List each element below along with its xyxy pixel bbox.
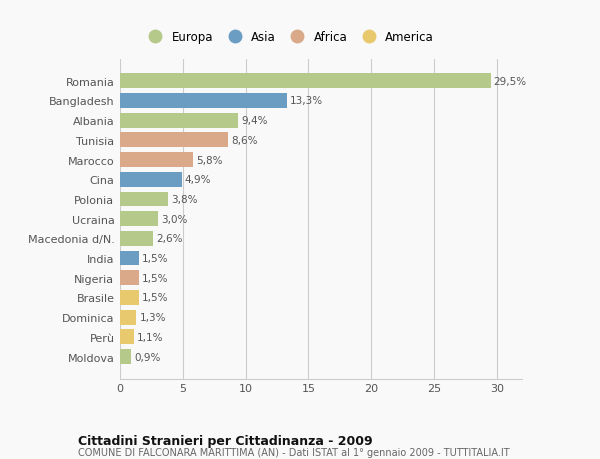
Text: 3,8%: 3,8%	[171, 195, 197, 205]
Text: 9,4%: 9,4%	[241, 116, 268, 126]
Bar	[120, 271, 139, 285]
Text: 13,3%: 13,3%	[290, 96, 323, 106]
Bar	[120, 74, 491, 89]
Text: 3,0%: 3,0%	[161, 214, 187, 224]
Legend: Europa, Asia, Africa, America: Europa, Asia, Africa, America	[141, 29, 436, 46]
Bar	[120, 192, 168, 207]
Text: COMUNE DI FALCONARA MARITTIMA (AN) - Dati ISTAT al 1° gennaio 2009 - TUTTITALIA.: COMUNE DI FALCONARA MARITTIMA (AN) - Dat…	[78, 448, 509, 458]
Text: 0,9%: 0,9%	[134, 352, 161, 362]
Bar	[120, 212, 158, 227]
Bar	[120, 153, 193, 168]
Bar	[120, 173, 182, 187]
Bar	[120, 330, 134, 345]
Bar	[120, 310, 136, 325]
Bar	[120, 113, 238, 128]
Text: 1,1%: 1,1%	[137, 332, 163, 342]
Bar	[120, 349, 131, 364]
Bar	[120, 231, 152, 246]
Text: 1,3%: 1,3%	[139, 313, 166, 323]
Bar	[120, 251, 139, 266]
Text: 1,5%: 1,5%	[142, 293, 169, 303]
Text: 4,9%: 4,9%	[185, 175, 211, 185]
Text: 2,6%: 2,6%	[156, 234, 182, 244]
Bar	[120, 94, 287, 109]
Bar	[120, 133, 228, 148]
Text: Cittadini Stranieri per Cittadinanza - 2009: Cittadini Stranieri per Cittadinanza - 2…	[78, 434, 373, 447]
Text: 1,5%: 1,5%	[142, 273, 169, 283]
Text: 1,5%: 1,5%	[142, 253, 169, 263]
Text: 5,8%: 5,8%	[196, 155, 223, 165]
Text: 8,6%: 8,6%	[231, 135, 257, 146]
Bar	[120, 291, 139, 305]
Text: 29,5%: 29,5%	[494, 77, 527, 87]
